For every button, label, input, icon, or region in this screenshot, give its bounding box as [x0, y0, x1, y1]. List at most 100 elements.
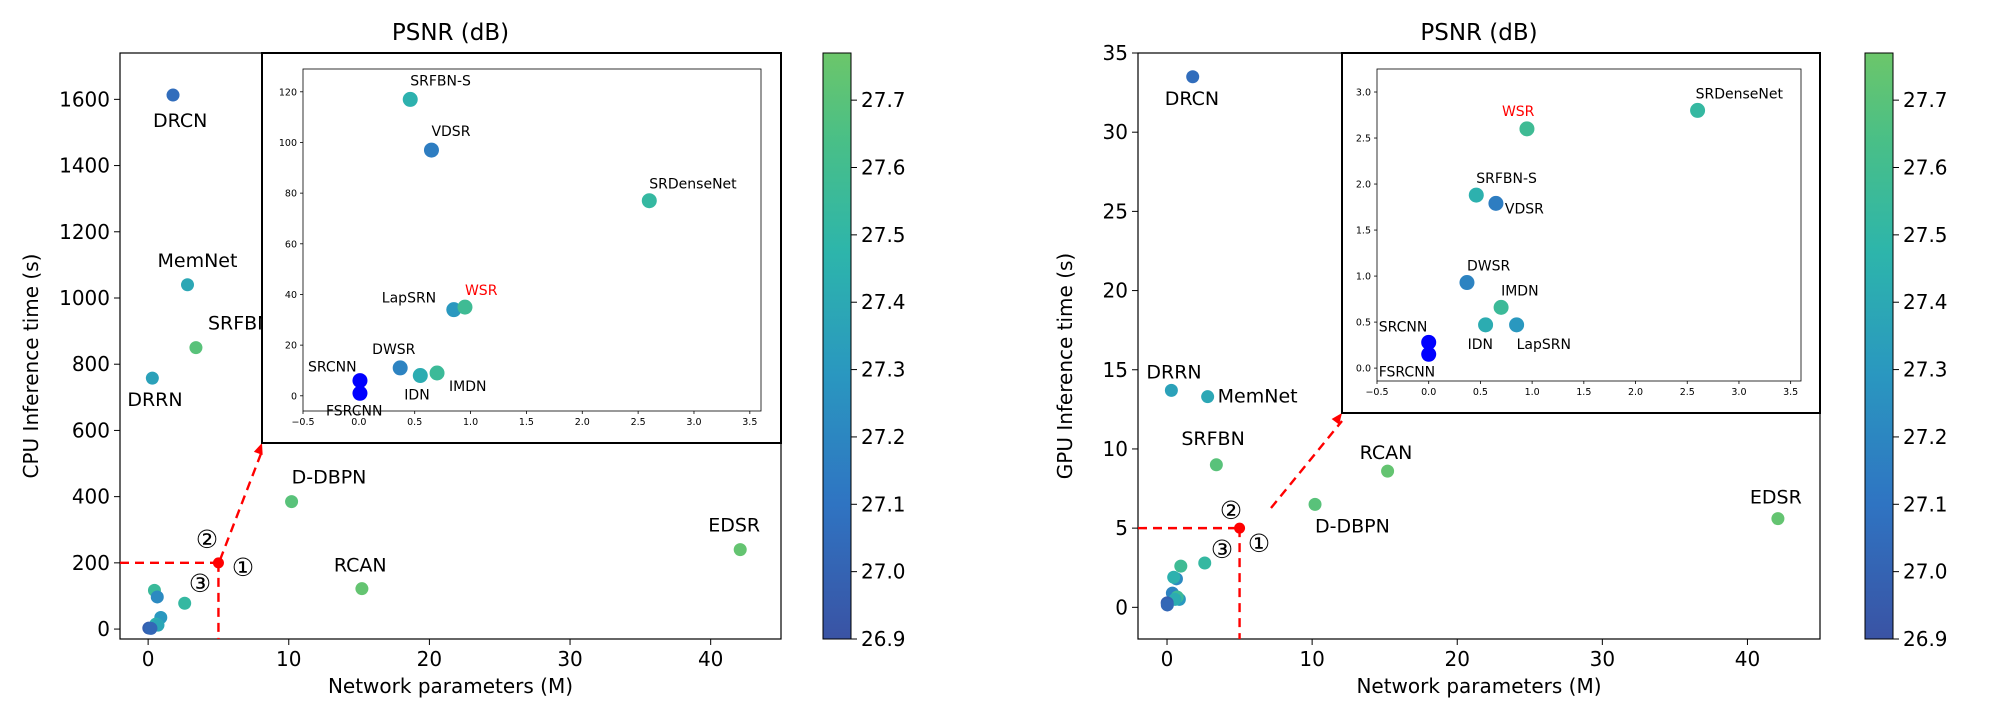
- inset-point-vdsr: [1488, 195, 1504, 211]
- x-tick-label: 30: [1590, 647, 1615, 671]
- inset-x-tick-label: 0.0: [351, 417, 366, 428]
- inset-point-idn: [412, 368, 428, 384]
- inset-point-lapsrn: [446, 302, 462, 318]
- colorbar-tick-label: 26.9: [1903, 627, 1948, 651]
- point-label: DRRN: [127, 389, 182, 411]
- inset-point-label: IDN: [1468, 337, 1493, 353]
- scatter-point-rcan: [355, 582, 369, 596]
- inset-point-label: FSRCNN: [326, 403, 382, 419]
- inset-point-label: FSRCNN: [1379, 364, 1435, 380]
- inset-point-label: DWSR: [372, 342, 416, 358]
- point-label: D-DBPN: [1315, 515, 1390, 537]
- scatter-point-drcn: [1186, 70, 1200, 84]
- scatter-point-edsr: [733, 543, 747, 557]
- inset-x-tick-label: 1.0: [463, 417, 478, 428]
- zoom-arrow-head: [1331, 413, 1342, 425]
- scatter-point-srfbn: [189, 341, 203, 355]
- inset-y-tick-label: 3.0: [1356, 88, 1371, 99]
- x-axis-label: Network parameters (M): [328, 674, 573, 698]
- inset-point-fsrcnn: [352, 385, 368, 401]
- chart-title: PSNR (dB): [392, 20, 509, 46]
- scatter-point: [1174, 559, 1188, 573]
- colorbar: [822, 52, 852, 640]
- inset-y-tick-label: 120: [279, 87, 297, 98]
- y-tick-label: 600: [72, 418, 110, 442]
- inset-y-tick-label: 0.0: [1356, 364, 1371, 375]
- y-tick-label: 1600: [59, 87, 110, 111]
- colorbar: [1864, 52, 1894, 640]
- inset-axes-frame: [1376, 68, 1802, 382]
- x-tick-label: 40: [1735, 647, 1760, 671]
- x-tick-label: 20: [417, 647, 442, 671]
- colorbar-tick-label: 26.9: [861, 627, 906, 651]
- annotation-number: ③: [1211, 535, 1233, 564]
- inset-x-tick-label: 3.0: [1731, 387, 1746, 398]
- y-tick-label: 0: [97, 617, 110, 641]
- scatter-point-srfbn: [1209, 458, 1223, 472]
- scatter-point: [1198, 556, 1212, 570]
- inset-point-label: VDSR: [1505, 201, 1544, 217]
- y-tick-label: 35: [1103, 41, 1128, 65]
- inset-point-wsr: [457, 299, 473, 315]
- scatter-point-rcan: [1381, 464, 1395, 478]
- inset-x-tick-label: 2.0: [1628, 387, 1643, 398]
- annotation-number: ②: [196, 525, 218, 554]
- zoom-arrow-line: [1270, 420, 1343, 509]
- inset-y-tick-label: 1.0: [1356, 272, 1371, 283]
- inset-y-tick-label: 20: [285, 341, 297, 352]
- inset-y-tick-label: 100: [279, 138, 297, 149]
- scatter-point: [1167, 570, 1181, 584]
- scatter-point: [1160, 598, 1174, 612]
- inset-point-dwsr: [1459, 275, 1475, 291]
- inset-x-tick-label: 1.0: [1525, 387, 1540, 398]
- highlight-marker: [1234, 522, 1246, 534]
- inset-point-label: SRDenseNet: [649, 177, 737, 193]
- point-label: DRCN: [153, 110, 207, 132]
- x-tick-label: 40: [698, 647, 723, 671]
- colorbar-tick-label: 27.7: [861, 88, 906, 112]
- zoom-arrow-line: [218, 450, 264, 561]
- inset-y-tick-label: 2.5: [1356, 134, 1371, 145]
- inset-axes-frame: [302, 68, 762, 412]
- point-label: RCAN: [334, 555, 387, 577]
- scatter-point: [150, 590, 164, 604]
- inset-point-label: SRCNN: [1379, 319, 1428, 335]
- y-tick-label: 5: [1115, 516, 1128, 540]
- inset-x-tick-label: 0.5: [1473, 387, 1488, 398]
- inset-y-tick-label: 80: [285, 189, 297, 200]
- y-tick-label: 25: [1103, 199, 1128, 223]
- inset-point-label: IMDN: [449, 379, 486, 395]
- x-tick-label: 0: [1161, 647, 1174, 671]
- point-label: MemNet: [158, 250, 238, 272]
- scatter-point-edsr: [1771, 512, 1785, 526]
- colorbar-tick-label: 27.6: [861, 156, 906, 180]
- inset-point-label: IDN: [404, 388, 429, 404]
- inset-point-srfbn-s: [1468, 187, 1484, 203]
- point-label: DRCN: [1165, 88, 1219, 110]
- inset-y-tick-label: 60: [285, 239, 297, 250]
- y-tick-label: 1200: [59, 220, 110, 244]
- inset-x-tick-label: 2.5: [631, 417, 646, 428]
- inset-box: [261, 52, 782, 444]
- point-label: RCAN: [1360, 442, 1413, 464]
- colorbar-tick-label: 27.3: [1903, 358, 1948, 382]
- inset-box: [1341, 52, 1821, 414]
- inset-point-dwsr: [392, 360, 408, 376]
- inset-point-label: SRFBN-S: [410, 73, 471, 89]
- y-tick-label: 400: [72, 485, 110, 509]
- x-tick-label: 0: [142, 647, 155, 671]
- inset-point-label: SRCNN: [308, 360, 357, 376]
- x-tick-label: 10: [276, 647, 301, 671]
- inset-point-label: SRDenseNet: [1696, 86, 1784, 102]
- inset-point-wsr: [1519, 121, 1535, 137]
- inset-point-fsrcnn: [1421, 346, 1437, 362]
- inset-point-lapsrn: [1509, 317, 1525, 333]
- scatter-point: [178, 596, 192, 610]
- cpu-panel: PSNR (dB)0 10 20 30 400200400600800100012001…: [19, 20, 906, 698]
- inset-point-label: LapSRN: [1517, 337, 1571, 353]
- scatter-point-drrn: [145, 371, 159, 385]
- colorbar-tick-label: 27.6: [1903, 156, 1948, 180]
- colorbar-tick-label: 27.4: [861, 290, 906, 314]
- scatter-point-memnet: [181, 278, 195, 292]
